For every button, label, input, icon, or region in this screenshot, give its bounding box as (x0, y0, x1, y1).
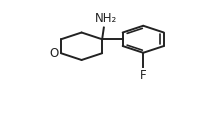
Text: O: O (50, 47, 59, 60)
Text: NH₂: NH₂ (94, 12, 117, 25)
Text: F: F (140, 69, 147, 82)
